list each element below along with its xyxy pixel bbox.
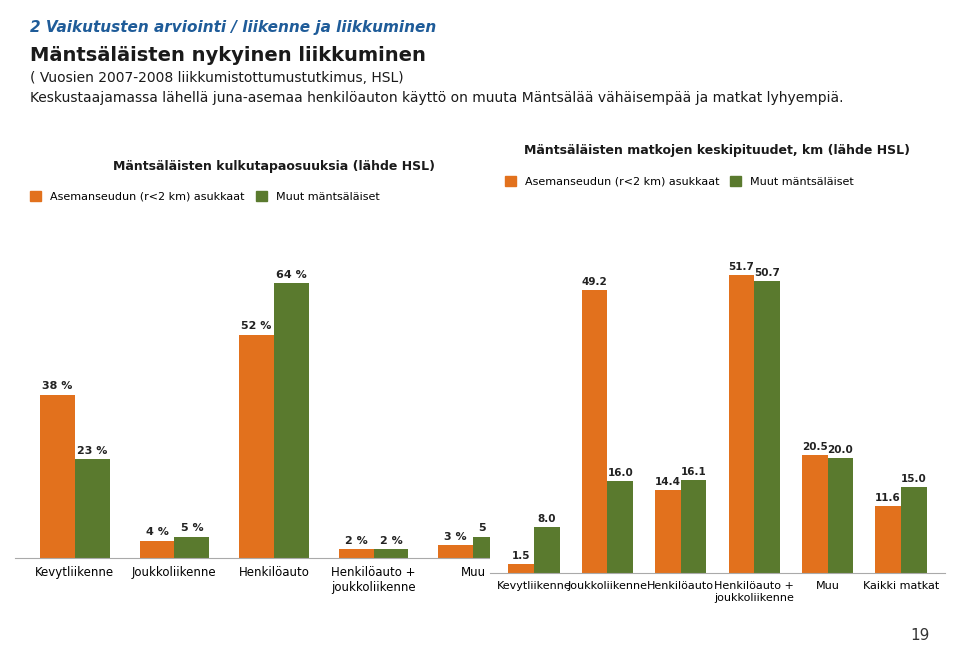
Bar (509, 565, 534, 573)
Legend: Asemanseudun (r<2 km) asukkaat, Muut mäntsäläiset: Asemanseudun (r<2 km) asukkaat, Muut män… (26, 187, 384, 206)
Text: Mäntsäläisten kulkutapaosuuksia (lähde HSL): Mäntsäläisten kulkutapaosuuksia (lähde H… (113, 161, 435, 173)
Bar (473, 536, 508, 558)
Bar (755, 281, 780, 573)
Text: ( Vuosien 2007-2008 liikkumistottumustutkimus, HSL): ( Vuosien 2007-2008 liikkumistottumustut… (30, 71, 403, 85)
Text: 5 %: 5 % (479, 523, 502, 533)
Text: 16.1: 16.1 (681, 467, 707, 478)
Bar (655, 490, 681, 573)
Bar (608, 481, 633, 573)
Text: 5 %: 5 % (180, 523, 204, 533)
Text: Mäntsäläisten nykyinen liikkuminen: Mäntsäläisten nykyinen liikkuminen (30, 46, 426, 65)
Text: 8.0: 8.0 (538, 514, 556, 524)
Bar (40, 395, 75, 558)
Text: Mäntsäläisten matkojen keskipituudet, km (lähde HSL): Mäntsäläisten matkojen keskipituudet, km… (524, 143, 910, 157)
Text: 64 %: 64 % (276, 270, 307, 280)
Bar (373, 549, 409, 558)
Bar (139, 541, 175, 558)
Text: 1.5: 1.5 (512, 551, 531, 561)
Bar (75, 459, 109, 558)
Bar (681, 480, 707, 573)
Text: 4 %: 4 % (146, 528, 168, 538)
Text: 51.7: 51.7 (729, 263, 755, 272)
Bar (439, 545, 473, 558)
Text: 52 %: 52 % (241, 321, 272, 332)
Bar (901, 487, 926, 573)
Text: 3 %: 3 % (444, 532, 468, 542)
Text: 14.4: 14.4 (655, 477, 681, 487)
Bar (729, 275, 755, 573)
Text: 20.0: 20.0 (828, 445, 853, 455)
Text: Keskustaajamassa lähellä juna-asemaa henkilöauton käyttö on muuta Mäntsälää vähä: Keskustaajamassa lähellä juna-asemaa hen… (30, 91, 844, 105)
Bar (339, 549, 373, 558)
Text: 38 %: 38 % (42, 382, 73, 392)
Text: 19: 19 (911, 628, 930, 643)
Bar (876, 506, 901, 573)
Bar (582, 290, 608, 573)
Text: 15.0: 15.0 (900, 474, 926, 484)
Text: 2 Vaikutusten arviointi / liikenne ja liikkuminen: 2 Vaikutusten arviointi / liikenne ja li… (30, 20, 436, 35)
Text: 50.7: 50.7 (755, 268, 780, 278)
Text: 20.5: 20.5 (802, 442, 828, 452)
Bar (274, 283, 309, 558)
Text: 49.2: 49.2 (582, 277, 608, 287)
Text: 2 %: 2 % (379, 536, 402, 546)
Bar (802, 455, 828, 573)
Bar (175, 536, 209, 558)
Text: 23 %: 23 % (77, 446, 108, 456)
Text: 2 %: 2 % (345, 536, 368, 546)
Text: 16.0: 16.0 (608, 468, 634, 478)
Legend: Asemanseudun (r<2 km) asukkaat, Muut mäntsäläiset: Asemanseudun (r<2 km) asukkaat, Muut män… (500, 172, 858, 191)
Bar (828, 458, 853, 573)
Bar (239, 335, 274, 558)
Text: 11.6: 11.6 (876, 494, 901, 503)
Bar (534, 527, 560, 573)
